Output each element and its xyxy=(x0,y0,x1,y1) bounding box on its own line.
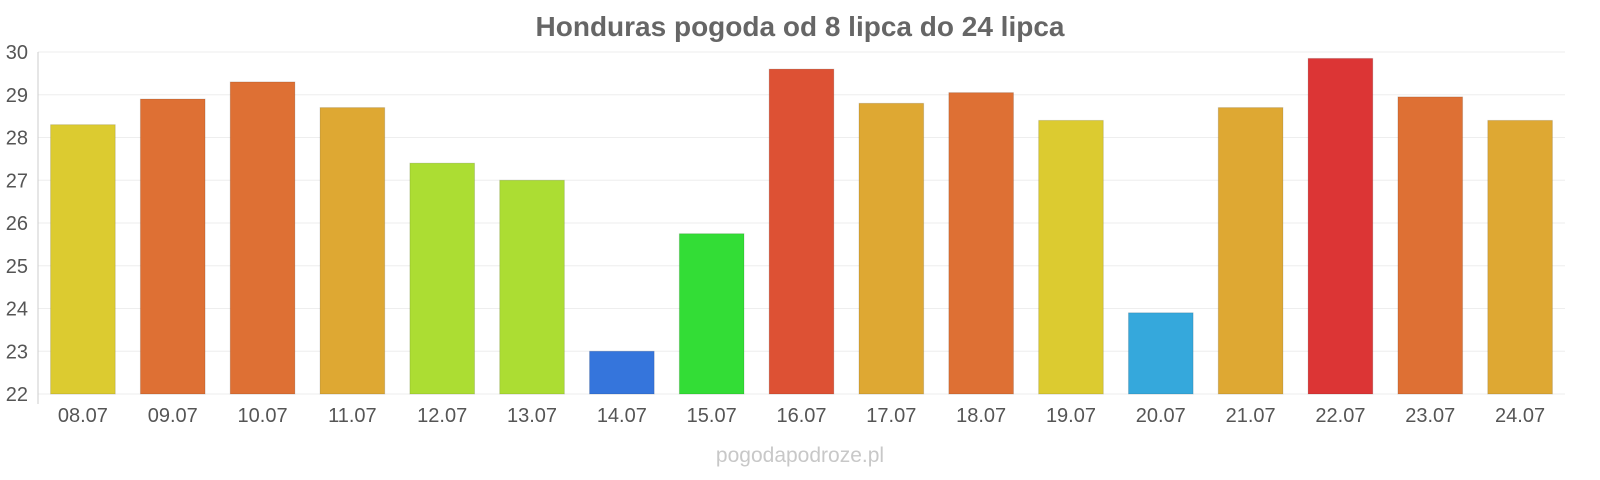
y-tick-label: 29 xyxy=(6,85,28,107)
bar xyxy=(229,81,296,395)
x-tick-label: 09.07 xyxy=(148,405,198,427)
x-tick-label: 11.07 xyxy=(328,405,377,427)
x-tick-label: 13.07 xyxy=(507,405,557,427)
bar xyxy=(948,92,1014,395)
x-tick-label: 22.07 xyxy=(1315,405,1365,427)
y-tick-label: 27 xyxy=(6,170,28,192)
bar xyxy=(1307,57,1374,395)
bar xyxy=(1397,96,1464,395)
bar xyxy=(1038,119,1104,395)
bar xyxy=(589,350,655,395)
x-tick-label: 15.07 xyxy=(687,405,737,427)
x-tick-label: 08.07 xyxy=(58,405,108,427)
x-axis-ticks: 08.07 09.07 10.07 11.07 12.07 13.07 14.07 15.07… xyxy=(58,405,1545,427)
x-tick-label: 14.07 xyxy=(597,405,647,427)
y-tick-label: 22 xyxy=(6,384,28,406)
x-tick-label: 20.07 xyxy=(1136,405,1186,427)
x-tick-label: 16.07 xyxy=(776,405,826,427)
x-tick-label: 21.07 xyxy=(1226,405,1276,427)
bar xyxy=(858,102,925,395)
bar xyxy=(499,179,565,395)
x-tick-label: 12.07 xyxy=(417,405,467,427)
x-tick-label: 19.07 xyxy=(1046,405,1096,427)
y-tick-label: 23 xyxy=(6,341,28,363)
bar xyxy=(409,162,476,395)
y-tick-label: 30 xyxy=(6,42,28,64)
bar xyxy=(50,124,116,395)
source-watermark: pogodapodroze.pl xyxy=(716,444,884,467)
y-tick-label: 26 xyxy=(6,213,28,235)
bar xyxy=(139,98,206,395)
chart-title: Honduras pogoda od 8 lipca do 24 lipca xyxy=(536,11,1065,42)
bar xyxy=(1487,119,1553,395)
x-tick-label: 18.07 xyxy=(956,405,1006,427)
bar xyxy=(1127,312,1194,395)
x-tick-label: 17.07 xyxy=(866,405,916,427)
y-axis-ticks: 22 23 24 25 26 27 28 29 30 xyxy=(6,42,28,406)
x-tick-label: 10.07 xyxy=(238,405,288,427)
x-tick-label: 24.07 xyxy=(1495,405,1545,427)
bar xyxy=(768,68,835,395)
x-tick-label: 23.07 xyxy=(1405,405,1455,427)
bars xyxy=(50,57,1553,395)
y-tick-label: 24 xyxy=(6,299,28,321)
bar xyxy=(1217,107,1284,395)
y-tick-label: 28 xyxy=(6,128,28,150)
y-tick-label: 25 xyxy=(6,256,28,278)
bar xyxy=(319,107,386,395)
bar xyxy=(678,233,745,395)
